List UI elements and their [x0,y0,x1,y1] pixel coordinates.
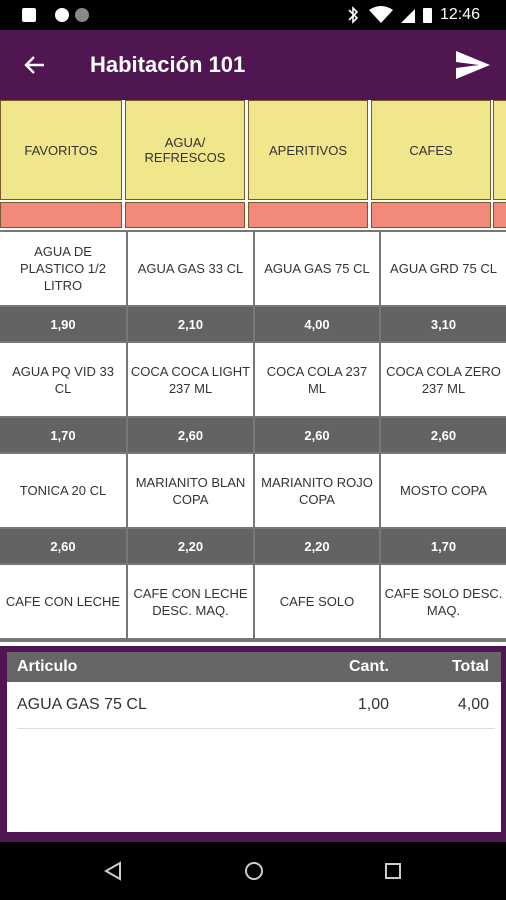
product-price: 1,70 [381,529,506,563]
product-name[interactable]: AGUA GAS 75 CL [255,232,379,305]
category-strip [493,202,506,228]
order-cell: 1,00 [357,696,389,713]
status-bar: 12:46 [0,0,506,30]
category-tab[interactable]: APERITIVOS [248,100,368,200]
product-name[interactable]: MARIANITO BLAN COPA [128,454,253,527]
status-icons [22,8,89,22]
order-panel: Articulo Cant. Total AGUA GAS 75 CL 1,00 4,00 [7,652,501,832]
product-price: 2,20 [255,529,379,563]
order-cell: AGUA GAS 75 CL [17,696,147,713]
product-name[interactable]: AGUA GAS 33 CL [128,232,253,305]
product-price: 2,20 [128,529,253,563]
category-strip [248,202,368,228]
product-name[interactable]: COCA COLA 237 ML [255,343,379,416]
category-tab[interactable]: AGUA/ REFRESCOS [125,100,245,200]
product-price: 4,00 [255,307,379,341]
order-cell: 4,00 [457,696,489,713]
product-price: 1,90 [0,307,126,341]
product-name[interactable]: AGUA DE PLASTICO 1/2 LITRO [0,232,126,305]
title: Habitación 101 [90,52,246,77]
row-divider [17,728,495,729]
product-name[interactable]: CAFE SOLO [255,565,379,638]
product-name[interactable]: CAFE CON LECHE [0,565,126,638]
column-header: Cant. [349,658,389,675]
column-header: Total [451,658,489,675]
category-tab[interactable]: FAVORITOS [0,100,122,200]
system-icons [348,6,432,24]
product-price: 2,60 [255,418,379,452]
product-name[interactable]: CAFE SOLO DESC. MAQ. [381,565,506,638]
product-name[interactable]: AGUA GRD 75 CL [381,232,506,305]
back-button[interactable] [22,52,48,78]
clock: 12:46 [440,6,481,23]
category-bar: FAVORITOS AGUA/ REFRESCOS APERITIVOS CAFES [0,100,506,230]
nav-bar [0,842,506,900]
product-name[interactable]: MOSTO COPA [381,454,506,527]
category-tab[interactable]: CAFES [371,100,491,200]
product-name[interactable]: COCA COLA ZERO 237 ML [381,343,506,416]
divider [0,642,506,646]
send-button[interactable] [455,50,491,80]
app-bar: Habitación 101 [0,30,506,100]
product-price: 2,60 [381,418,506,452]
category-tab[interactable] [493,100,506,200]
column-header: Articulo [17,658,78,675]
order-header [7,652,501,682]
product-name[interactable]: MARIANITO ROJO COPA [255,454,379,527]
category-strip [125,202,245,228]
category-strip [0,202,122,228]
product-name[interactable]: AGUA PQ VID 33 CL [0,343,126,416]
product-name[interactable]: CAFE CON LECHE DESC. MAQ. [128,565,253,638]
product-price: 1,70 [0,418,126,452]
product-price: 2,10 [128,307,253,341]
product-price: 3,10 [381,307,506,341]
product-grid: AGUA DE PLASTICO 1/2 LITRO 1,90 AGUA GAS 3… [0,230,506,642]
product-name[interactable]: TONICA 20 CL [0,454,126,527]
product-name[interactable]: COCA COCA LIGHT 237 ML [128,343,253,416]
nav-buttons [103,861,401,881]
product-price: 2,60 [128,418,253,452]
category-strip [371,202,491,228]
product-price: 2,60 [0,529,126,563]
